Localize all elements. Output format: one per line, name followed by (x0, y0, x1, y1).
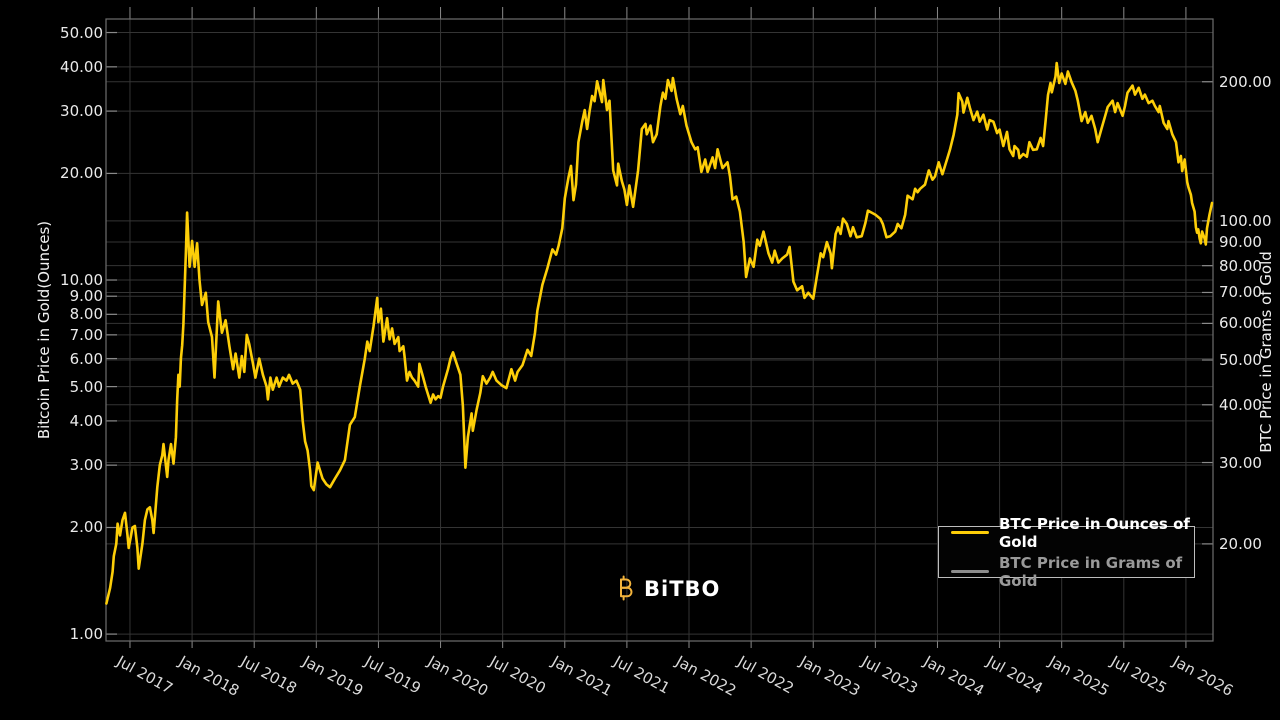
y-axis-right-tick-label: 20.00 (1219, 534, 1262, 553)
legend-swatch-grams-icon (951, 570, 989, 573)
y-axis-left-tick-label: 30.00 (60, 102, 103, 121)
legend-swatch-ounces-icon (951, 531, 989, 534)
y-axis-left-tick-label: 4.00 (69, 411, 103, 430)
y-axis-right-tick-label: 70.00 (1219, 283, 1262, 302)
y-axis-right-tick-label: 30.00 (1219, 453, 1262, 472)
legend-item-btc-grams[interactable]: BTC Price in Grams of Gold (951, 554, 1194, 590)
y-axis-left-tick-label: 3.00 (69, 456, 103, 475)
y-axis-right-tick-label: 50.00 (1219, 350, 1262, 369)
y-axis-left-tick-label: 5.00 (69, 377, 103, 396)
y-axis-right-title: BTC Price in Grams of Gold (1257, 251, 1275, 453)
y-axis-left-tick-label: 40.00 (60, 57, 103, 76)
y-axis-right-tick-label: 90.00 (1219, 233, 1262, 252)
y-axis-left-tick-label: 2.00 (69, 518, 103, 537)
y-axis-left-tick-label: 50.00 (60, 23, 103, 42)
y-axis-left-tick-label: 7.00 (69, 325, 103, 344)
y-axis-left-tick-label: 20.00 (60, 164, 103, 183)
y-axis-right-tick-label: 80.00 (1219, 256, 1262, 275)
legend-item-btc-ounces[interactable]: BTC Price in Ounces of Gold (951, 515, 1194, 551)
y-axis-left-tick-label: 6.00 (69, 349, 103, 368)
y-axis-left-tick-label: 9.00 (69, 287, 103, 306)
y-axis-left-tick-label: 1.00 (69, 625, 103, 644)
y-axis-left-tick-label: 10.00 (60, 271, 103, 289)
y-axis-left-title: Bitcoin Price in Gold(Ounces) (35, 220, 53, 440)
legend-label-ounces: BTC Price in Ounces of Gold (999, 514, 1190, 551)
y-axis-right-tick-label: 100.00 (1219, 211, 1272, 230)
legend: BTC Price in Ounces of Gold BTC Price in… (938, 515, 1195, 590)
y-axis-left-tick-label: 8.00 (69, 305, 103, 324)
y-axis-right-tick-label: 60.00 (1219, 314, 1262, 333)
legend-label-grams: BTC Price in Grams of Gold (999, 553, 1183, 590)
bitbo-logo-text: BiTBO (644, 576, 721, 601)
plot-frame (105, 18, 1214, 642)
bitcoin-b-icon (620, 575, 633, 601)
y-axis-right-tick-label: 40.00 (1219, 395, 1262, 414)
bitbo-logo: BiTBO (613, 575, 720, 602)
y-axis-right-tick-label: 200.00 (1219, 72, 1272, 91)
series-line-ounces[interactable] (105, 61, 1214, 605)
